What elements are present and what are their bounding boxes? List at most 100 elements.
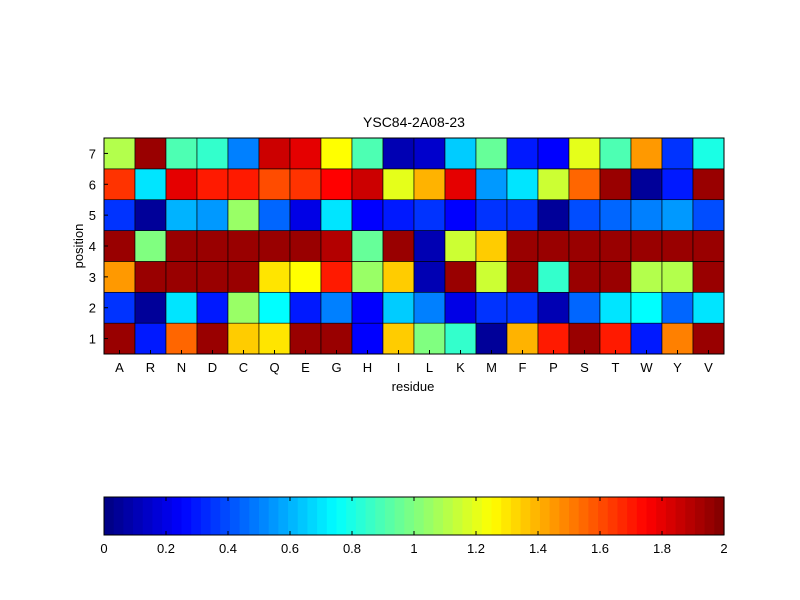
colorbar-segment — [162, 497, 173, 535]
heatmap-cell — [630, 199, 663, 231]
heatmap-cell — [289, 261, 322, 293]
heatmap-cell — [661, 168, 694, 201]
colorbar-tick-label: 1.6 — [591, 541, 609, 556]
heatmap-cell — [103, 261, 136, 293]
colorbar-segment — [346, 497, 357, 535]
heatmap-cell — [289, 168, 322, 201]
colorbar-tick-label: 2 — [720, 541, 727, 556]
colorbar-segment — [520, 497, 531, 535]
colorbar-segment — [336, 497, 347, 535]
colorbar-segment — [578, 497, 589, 535]
heatmap-cell — [134, 261, 167, 293]
heatmap-cell — [692, 230, 725, 262]
heatmap-cell — [165, 168, 198, 201]
heatmap-cell — [134, 168, 167, 201]
x-tick-label: D — [208, 360, 217, 375]
heatmap-cell — [351, 261, 384, 293]
x-tick-label: S — [580, 360, 589, 375]
heatmap-cell — [661, 137, 694, 170]
colorbar-segment — [704, 497, 715, 535]
heatmap-cell — [661, 199, 694, 231]
colorbar-segment — [588, 497, 599, 535]
heatmap-cell — [568, 168, 601, 201]
colorbar-segment — [452, 497, 464, 535]
colorbar-segment — [607, 497, 619, 535]
colorbar-segment — [549, 497, 560, 535]
heatmap-cell — [475, 137, 508, 170]
x-tick-label: P — [549, 360, 558, 375]
heatmap-cell — [289, 137, 322, 170]
colorbar-segment — [326, 497, 338, 535]
colorbar-segment — [317, 497, 328, 535]
colorbar-segment — [481, 497, 493, 535]
heatmap-cell — [444, 291, 477, 324]
heatmap-cell — [413, 137, 446, 170]
colorbar-tick-label: 0.4 — [219, 541, 237, 556]
heatmap-cell — [506, 322, 539, 355]
heatmap-cell — [599, 291, 632, 324]
heatmap-cell — [134, 322, 167, 355]
colorbar-segment — [404, 497, 415, 535]
chart-title: YSC84-2A08-23 — [363, 114, 465, 130]
colorbar-tick-label: 1.8 — [653, 541, 671, 556]
colorbar-segment — [510, 497, 522, 535]
heatmap-cell — [227, 137, 260, 170]
heatmap-cell — [227, 261, 260, 293]
y-tick-label: 4 — [89, 239, 96, 254]
heatmap-cell — [227, 168, 260, 201]
heatmap — [103, 137, 725, 355]
heatmap-cell — [506, 261, 539, 293]
heatmap-cell — [258, 261, 291, 293]
heatmap-cell — [444, 322, 477, 355]
heatmap-cell — [599, 199, 632, 231]
colorbar-segment — [665, 497, 677, 535]
heatmap-cell — [165, 261, 198, 293]
heatmap-cell — [630, 230, 663, 262]
colorbar-segment — [259, 497, 270, 535]
colorbar-ticks: 0 0.2 0.4 0.6 0.8 1 1.2 1.4 1.6 1.8 2 — [100, 497, 728, 556]
colorbar-segment — [278, 497, 289, 535]
colorbar-segment — [714, 497, 725, 535]
heatmap-cell — [537, 199, 570, 231]
heatmap-cell — [320, 291, 353, 324]
heatmap-cell — [506, 199, 539, 231]
heatmap-cell — [661, 261, 694, 293]
heatmap-cell — [506, 137, 539, 170]
heatmap-cell — [258, 137, 291, 170]
colorbar-segment — [501, 497, 512, 535]
heatmap-cell — [444, 230, 477, 262]
x-tick-label: E — [301, 360, 310, 375]
colorbar-segment — [423, 497, 434, 535]
heatmap-cell — [320, 230, 353, 262]
colorbar-segment — [617, 497, 628, 535]
heatmap-cell — [568, 322, 601, 355]
colorbar-tick-label: 1.4 — [529, 541, 547, 556]
heatmap-cell — [351, 322, 384, 355]
colorbar-segment — [171, 497, 183, 535]
heatmap-cell — [165, 230, 198, 262]
heatmap-cell — [103, 199, 136, 231]
heatmap-cell — [475, 322, 508, 355]
heatmap-cell — [289, 322, 322, 355]
colorbar-segment — [288, 497, 299, 535]
heatmap-cell — [661, 322, 694, 355]
heatmap-cell — [630, 291, 663, 324]
heatmap-cell — [599, 137, 632, 170]
colorbar-segment — [191, 497, 202, 535]
colorbar-segment — [123, 497, 134, 535]
colorbar-segment — [636, 497, 648, 535]
heatmap-cell — [537, 291, 570, 324]
heatmap-cell — [413, 291, 446, 324]
heatmap-cell — [289, 199, 322, 231]
heatmap-cell — [568, 291, 601, 324]
y-tick-label: 2 — [89, 301, 96, 316]
colorbar-segment — [472, 497, 483, 535]
heatmap-cell — [196, 199, 229, 231]
heatmap-cell — [134, 137, 167, 170]
heatmap-cell — [320, 199, 353, 231]
heatmap-cell — [475, 291, 508, 324]
heatmap-cell — [382, 199, 415, 231]
heatmap-cell — [382, 322, 415, 355]
heatmap-cell — [227, 199, 260, 231]
